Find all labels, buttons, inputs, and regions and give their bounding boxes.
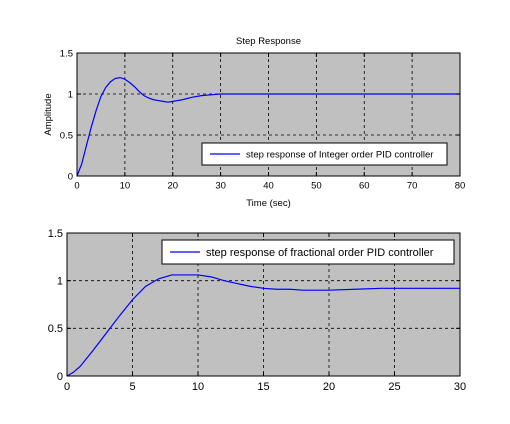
x-tick-label: 70: [407, 181, 418, 192]
x-tick-label: 50: [311, 181, 322, 192]
x-tick-label: 0: [64, 381, 70, 393]
x-tick-label: 30: [215, 181, 226, 192]
x-axis-label: Time (sec): [246, 198, 291, 209]
y-tick-label: 0: [57, 371, 63, 383]
y-tick-label: 0.5: [48, 323, 63, 335]
x-tick-label: 10: [120, 181, 131, 192]
x-tick-label: 40: [263, 181, 274, 192]
x-tick-label: 30: [454, 381, 466, 393]
axes-panel-1: 0 10 20 30 40 50 60 70 80 0 0.5 1 1.5 Step Response Ti…: [43, 36, 465, 209]
x-tick-label: 15: [257, 381, 269, 393]
x-tick-label: 10: [192, 381, 204, 393]
legend: step response of Integer order PID contr…: [201, 142, 448, 166]
x-tick-label: 5: [129, 381, 135, 393]
y-tick-label: 0.5: [60, 130, 73, 141]
y-tick-label: 1.5: [48, 228, 63, 240]
x-tick-label: 80: [455, 181, 466, 192]
axes-panel-2: 0 5 10 15 20 25 30 0 0.5 1 1.5 step response of fra…: [48, 228, 466, 393]
x-tick-label: 60: [359, 181, 370, 192]
x-tick-label: 25: [388, 381, 400, 393]
y-tick-label: 1: [68, 89, 73, 100]
legend-box: [161, 239, 455, 265]
x-tick-label: 20: [323, 381, 335, 393]
series-line: [76, 76, 460, 177]
x-tick-label: 0: [74, 181, 79, 192]
y-tick-label: 1.5: [60, 48, 73, 59]
legend: step response of fractional order PID co…: [161, 239, 455, 265]
y-axis-label: Amplitude: [43, 93, 54, 135]
legend-label: step response of Integer order PID contr…: [246, 149, 433, 160]
y-tick-label: 1: [57, 276, 63, 288]
legend-label: step response of fractional order PID co…: [206, 247, 434, 259]
chart-title: Step Response: [236, 36, 301, 47]
x-tick-label: 20: [167, 181, 178, 192]
legend-box: [201, 142, 448, 166]
series-line: [66, 274, 460, 377]
y-tick-label: 0: [68, 171, 73, 182]
